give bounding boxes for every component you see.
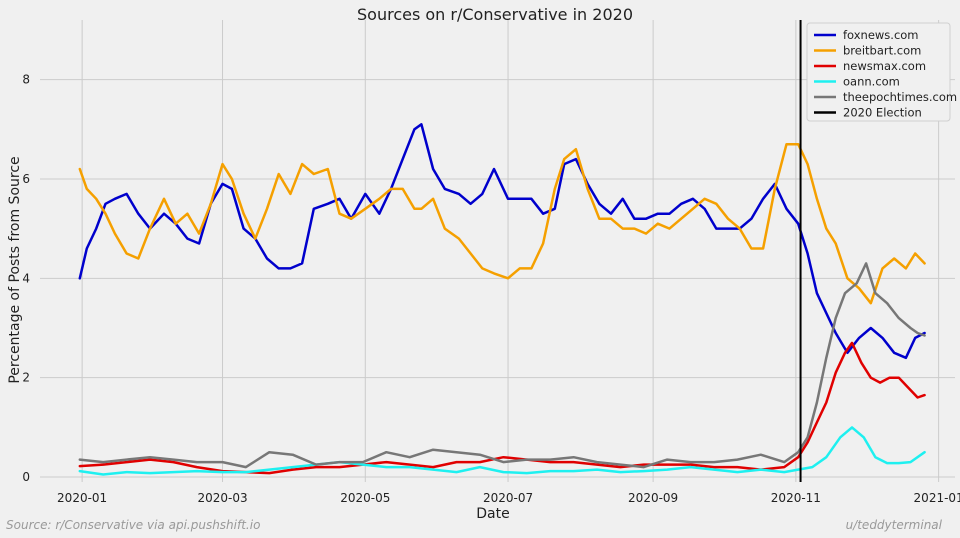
x-tick-label: 2020-03 bbox=[197, 491, 247, 505]
y-axis-label: Percentage of Posts from Source bbox=[7, 156, 23, 383]
author-credit: u/teddyterminal bbox=[845, 518, 942, 532]
series-line-foxnews-com bbox=[78, 123, 926, 360]
x-tick-label: 2020-07 bbox=[483, 491, 533, 505]
series-line-breitbart-com bbox=[78, 142, 926, 305]
x-tick-label: 2020-09 bbox=[628, 491, 678, 505]
y-tick-label: 0 bbox=[22, 470, 30, 484]
y-tick-label: 2 bbox=[22, 371, 30, 385]
legend-label: oann.com bbox=[843, 75, 900, 89]
chart-title: Sources on r/Conservative in 2020 bbox=[357, 5, 633, 24]
x-tick-label: 2021-01 bbox=[914, 491, 960, 505]
legend-label: newsmax.com bbox=[843, 59, 926, 73]
y-axis-ticks: 0 2 4 6 8 bbox=[22, 73, 30, 484]
x-tick-label: 2020-01 bbox=[57, 491, 107, 505]
series-line-newsmax-com bbox=[78, 341, 926, 475]
series-lines bbox=[78, 123, 926, 476]
x-tick-label: 2020-11 bbox=[771, 491, 821, 505]
series-line-theepochtimes-com bbox=[78, 262, 926, 469]
source-note: Source: r/Conservative via api.pushshift… bbox=[6, 518, 261, 532]
y-tick-label: 8 bbox=[22, 73, 30, 87]
legend-label: theepochtimes.com bbox=[843, 90, 957, 104]
x-tick-label: 2020-05 bbox=[340, 491, 390, 505]
x-axis-ticks: 2020-01 2020-03 2020-05 2020-07 2020-09 2020-… bbox=[57, 491, 960, 505]
legend-label: foxnews.com bbox=[843, 28, 919, 42]
grid-lines bbox=[40, 20, 955, 482]
y-tick-label: 6 bbox=[22, 172, 30, 186]
x-axis-label: Date bbox=[476, 506, 509, 522]
legend-label: 2020 Election bbox=[843, 106, 922, 120]
legend-label: breitbart.com bbox=[843, 44, 921, 58]
series-line-oann-com bbox=[78, 426, 926, 476]
y-tick-label: 4 bbox=[22, 271, 30, 285]
